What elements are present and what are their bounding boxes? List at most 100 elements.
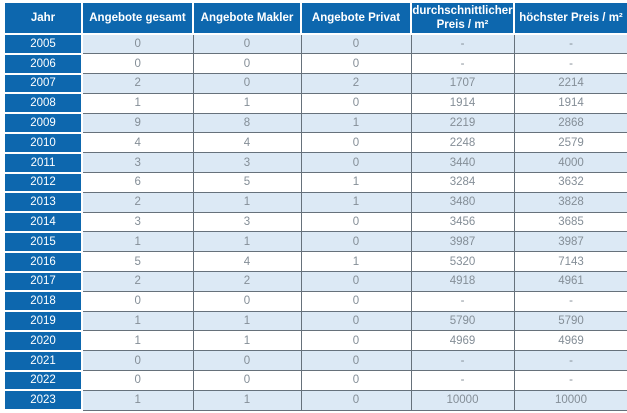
table-row-2021: 2021 0 0 0- - <box>3 349 627 372</box>
value-cell-max-price: 2214 <box>513 73 627 94</box>
year-cell: 2008 <box>3 92 83 115</box>
value-cell-max-price: - <box>513 53 627 75</box>
year-cell: 2006 <box>3 52 83 75</box>
value-cell-offers-private: 1 <box>300 112 412 134</box>
value-cell-offers-broker: 1 <box>192 330 302 352</box>
value-cell-avg-price: 5790 <box>410 310 515 332</box>
year-cell: 2010 <box>3 131 83 154</box>
value-cell-offers-private: 0 <box>300 370 412 391</box>
value-cell-offers-broker: 8 <box>192 112 302 134</box>
table-row-2010: 2010 4 4 0 2248 2579 <box>3 131 627 154</box>
value-cell-max-price: 4000 <box>513 152 627 174</box>
value-cell-offers-private: 0 <box>300 132 412 154</box>
table-header-row: Jahr Angebote gesamt Angebote Makler Angebo… <box>3 1 627 35</box>
value-cell-offers-broker: 5 <box>192 172 302 193</box>
value-cell-max-price: 5790 <box>513 310 627 332</box>
value-cell-offers-total: 2 <box>81 271 194 292</box>
table-row-2019: 2019 1 1 0 5790 5790 <box>3 310 627 332</box>
value-cell-offers-total: 0 <box>81 33 194 55</box>
value-cell-offers-total: 1 <box>81 389 194 411</box>
value-cell-offers-broker: 1 <box>192 92 302 114</box>
value-cell-offers-private: 0 <box>300 231 412 253</box>
value-cell-offers-private: 0 <box>300 350 412 372</box>
value-cell-offers-total: 3 <box>81 211 194 233</box>
value-cell-offers-broker: 1 <box>192 231 302 253</box>
table-row-2016: 2016 5 4 1 5320 7143 <box>3 250 627 273</box>
value-cell-avg-price: 4969 <box>410 330 515 352</box>
year-cell: 2009 <box>3 112 83 134</box>
value-cell-avg-price: 2219 <box>410 112 515 134</box>
value-cell-offers-total: 2 <box>81 191 194 213</box>
year-cell: 2015 <box>3 230 83 253</box>
value-cell-offers-total: 1 <box>81 310 194 332</box>
value-cell-avg-price: 10000 <box>410 389 515 411</box>
value-cell-offers-private: 1 <box>300 191 412 213</box>
value-cell-avg-price: 3987 <box>410 231 515 253</box>
value-cell-max-price: - <box>513 350 627 372</box>
value-cell-avg-price: 1914 <box>410 92 515 114</box>
value-cell-avg-price: 5320 <box>410 251 515 273</box>
value-cell-offers-private: 0 <box>300 330 412 352</box>
table-row-2009: 2009 9 8 1 2219 2868 <box>3 112 627 134</box>
table-row-2017: 2017 2 2 0 4918 4961 <box>3 270 627 293</box>
table-row-2008: 2008 1 1 0 1914 1914 <box>3 92 627 115</box>
column-header-year: Jahr <box>3 1 83 35</box>
value-cell-avg-price: - <box>410 370 515 391</box>
value-cell-offers-broker: 1 <box>192 389 302 411</box>
value-cell-max-price: - <box>513 33 627 55</box>
value-cell-offers-total: 2 <box>81 73 194 94</box>
value-cell-avg-price: 1707 <box>410 73 515 94</box>
value-cell-max-price: 2579 <box>513 132 627 154</box>
year-cell: 2021 <box>3 349 83 372</box>
table-row-2011: 2011 3 3 0 3440 4000 <box>3 151 627 174</box>
table-row-2015: 2015 1 1 0 3987 3987 <box>3 230 627 253</box>
value-cell-offers-total: 4 <box>81 132 194 154</box>
value-cell-offers-total: 1 <box>81 92 194 114</box>
value-cell-offers-broker: 0 <box>192 370 302 391</box>
value-cell-offers-broker: 1 <box>192 191 302 213</box>
column-header-offers-private: Angebote Privat <box>300 1 412 35</box>
table-row-2012: 2012 6 5 1 3284 3632 <box>3 171 627 194</box>
value-cell-offers-private: 1 <box>300 172 412 193</box>
value-cell-offers-broker: 4 <box>192 251 302 273</box>
value-cell-offers-private: 0 <box>300 33 412 55</box>
table-row-2014: 2014 3 3 0 3456 3685 <box>3 211 627 233</box>
value-cell-offers-private: 0 <box>300 389 412 411</box>
value-cell-offers-total: 1 <box>81 231 194 253</box>
value-cell-offers-private: 0 <box>300 271 412 292</box>
value-cell-offers-broker: 3 <box>192 211 302 233</box>
year-cell: 2013 <box>3 191 83 214</box>
value-cell-max-price: - <box>513 290 627 312</box>
value-cell-offers-private: 0 <box>300 211 412 233</box>
value-cell-offers-total: 0 <box>81 53 194 75</box>
value-cell-offers-broker: 0 <box>192 33 302 55</box>
value-cell-offers-total: 0 <box>81 290 194 312</box>
value-cell-avg-price: 3440 <box>410 152 515 174</box>
table-row-2007: 2007 2 0 2 1707 2214 <box>3 72 627 95</box>
value-cell-offers-private: 0 <box>300 152 412 174</box>
value-cell-avg-price: 4918 <box>410 271 515 292</box>
value-cell-avg-price: 3284 <box>410 172 515 193</box>
value-cell-max-price: 3632 <box>513 172 627 193</box>
value-cell-avg-price: - <box>410 33 515 55</box>
value-cell-max-price: 3987 <box>513 231 627 253</box>
value-cell-offers-total: 6 <box>81 172 194 193</box>
value-cell-offers-private: 0 <box>300 53 412 75</box>
column-header-avg-price: durchschnittlicher Preis / m² <box>410 1 515 35</box>
year-cell: 2012 <box>3 171 83 194</box>
value-cell-offers-total: 0 <box>81 370 194 391</box>
value-cell-max-price: 3685 <box>513 211 627 233</box>
year-cell: 2018 <box>3 290 83 313</box>
year-cell: 2007 <box>3 72 83 95</box>
value-cell-offers-private: 1 <box>300 251 412 273</box>
value-cell-offers-private: 0 <box>300 92 412 114</box>
value-cell-offers-broker: 0 <box>192 73 302 94</box>
offers-price-table: Jahr Angebote gesamt Angebote Makler Angebo… <box>3 1 627 412</box>
table-row-2005: 2005 0 0 0- - <box>3 33 627 55</box>
value-cell-offers-broker: 1 <box>192 310 302 332</box>
year-cell: 2014 <box>3 211 83 233</box>
value-cell-offers-broker: 0 <box>192 290 302 312</box>
value-cell-max-price: 7143 <box>513 251 627 273</box>
value-cell-avg-price: 3480 <box>410 191 515 213</box>
value-cell-max-price: 2868 <box>513 112 627 134</box>
